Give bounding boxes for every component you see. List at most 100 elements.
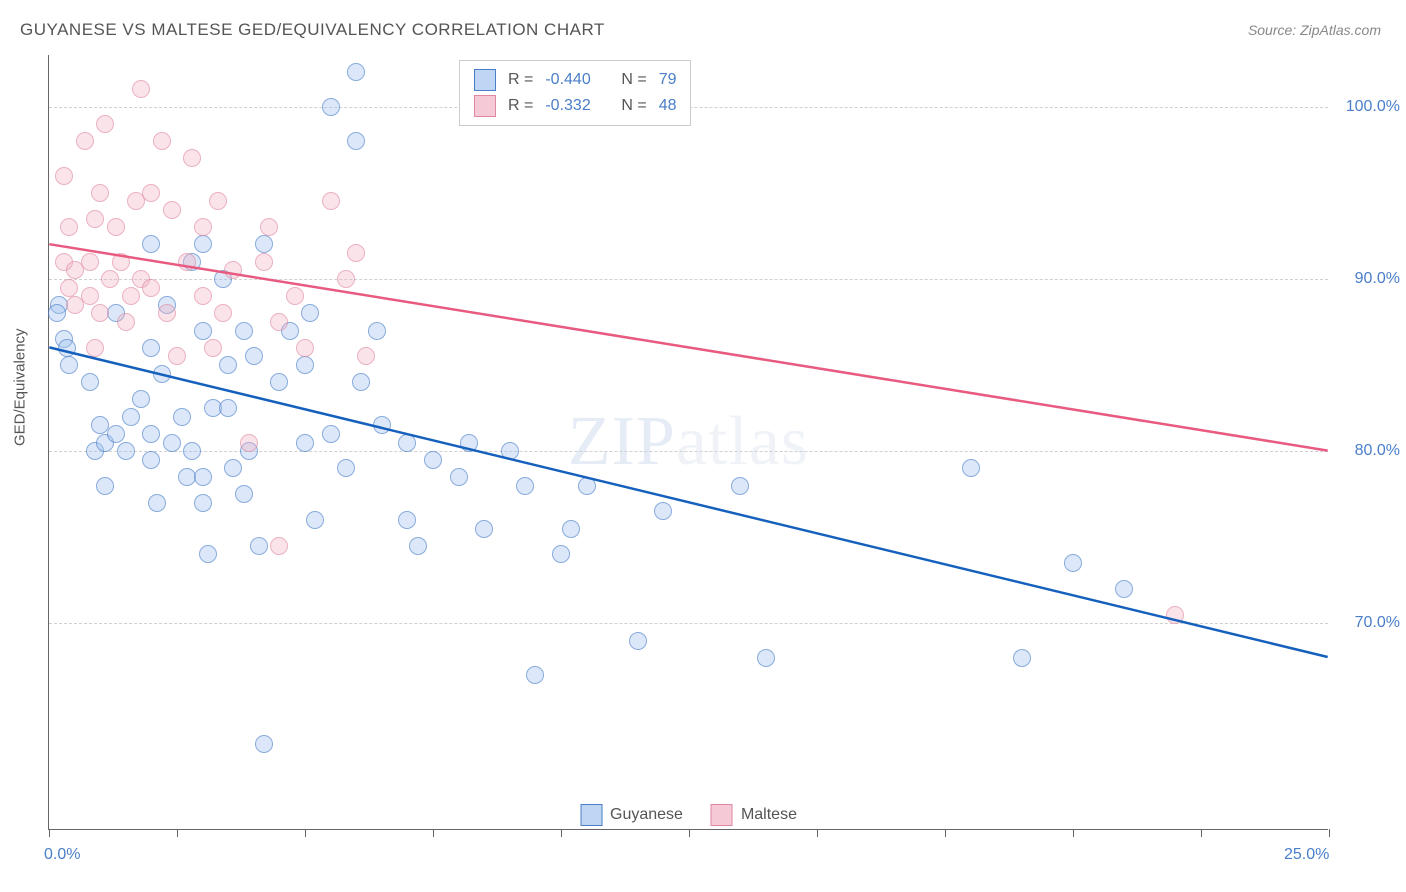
scatter-point-guyanese [352,373,370,391]
watermark-bold: ZIP [568,403,676,480]
scatter-point-guyanese [255,235,273,253]
scatter-point-maltese [86,210,104,228]
scatter-point-guyanese [153,365,171,383]
scatter-point-guyanese [142,235,160,253]
legend-n-label: N = [621,97,646,115]
scatter-point-guyanese [526,666,544,684]
scatter-point-guyanese [516,477,534,495]
scatter-point-guyanese [296,356,314,374]
scatter-point-guyanese [296,434,314,452]
scatter-point-maltese [117,313,135,331]
scatter-point-guyanese [245,347,263,365]
scatter-point-maltese [142,184,160,202]
legend-r-value-guyanese: -0.440 [545,71,605,89]
scatter-point-maltese [168,347,186,365]
x-tick-mark [817,829,818,837]
scatter-point-guyanese [58,339,76,357]
scatter-point-guyanese [398,511,416,529]
scatter-point-maltese [209,192,227,210]
scatter-point-guyanese [337,459,355,477]
scatter-point-guyanese [60,356,78,374]
legend-n-value-maltese: 48 [659,97,677,115]
scatter-point-maltese [270,537,288,555]
y-tick-label: 90.0% [1355,270,1400,288]
scatter-point-guyanese [163,434,181,452]
scatter-point-maltese [194,218,212,236]
source-attribution: Source: ZipAtlas.com [1248,22,1381,38]
legend-r-value-maltese: -0.332 [545,97,605,115]
scatter-point-maltese [337,270,355,288]
scatter-point-maltese [142,279,160,297]
scatter-point-guyanese [654,502,672,520]
x-tick-label: 0.0% [44,846,80,864]
watermark-light: atlas [676,403,809,480]
scatter-point-maltese [112,253,130,271]
scatter-point-guyanese [347,63,365,81]
scatter-point-guyanese [409,537,427,555]
scatter-point-guyanese [475,520,493,538]
x-tick-mark [561,829,562,837]
scatter-point-maltese [1166,606,1184,624]
scatter-point-guyanese [224,459,242,477]
gridline [49,623,1328,624]
x-tick-mark [689,829,690,837]
legend-swatch-maltese [711,804,733,826]
scatter-point-maltese [153,132,171,150]
scatter-point-guyanese [194,494,212,512]
x-tick-label: 25.0% [1284,846,1329,864]
scatter-point-guyanese [183,442,201,460]
legend-swatch-guyanese [474,69,496,91]
legend-swatch-guyanese [580,804,602,826]
scatter-point-maltese [286,287,304,305]
plot-area: ZIPatlas R = -0.440 N = 79 R = -0.332 N … [48,55,1328,830]
y-tick-label: 70.0% [1355,614,1400,632]
scatter-point-guyanese [501,442,519,460]
scatter-point-guyanese [194,468,212,486]
scatter-point-guyanese [322,425,340,443]
scatter-point-maltese [101,270,119,288]
x-tick-mark [1201,829,1202,837]
scatter-point-guyanese [255,735,273,753]
scatter-point-maltese [163,201,181,219]
legend-stats-row: R = -0.440 N = 79 [474,67,676,93]
scatter-point-guyanese [142,339,160,357]
legend-r-label: R = [508,71,533,89]
y-axis-label: GED/Equivalency [12,328,29,446]
scatter-point-guyanese [373,416,391,434]
scatter-point-maltese [132,80,150,98]
scatter-point-maltese [183,149,201,167]
legend-label-maltese: Maltese [741,806,797,824]
scatter-point-guyanese [96,477,114,495]
scatter-point-maltese [91,304,109,322]
scatter-point-maltese [270,313,288,331]
scatter-point-maltese [224,261,242,279]
y-tick-label: 80.0% [1355,442,1400,460]
scatter-point-maltese [60,279,78,297]
x-tick-mark [945,829,946,837]
x-tick-mark [433,829,434,837]
scatter-point-guyanese [562,520,580,538]
scatter-point-guyanese [962,459,980,477]
scatter-point-maltese [158,304,176,322]
scatter-point-maltese [240,434,258,452]
scatter-point-guyanese [173,408,191,426]
scatter-point-guyanese [194,235,212,253]
scatter-point-guyanese [322,98,340,116]
scatter-point-maltese [81,287,99,305]
scatter-point-guyanese [552,545,570,563]
x-tick-mark [305,829,306,837]
scatter-point-guyanese [629,632,647,650]
scatter-point-maltese [76,132,94,150]
legend-item-maltese: Maltese [711,804,797,826]
scatter-point-maltese [260,218,278,236]
scatter-point-guyanese [142,451,160,469]
scatter-point-maltese [357,347,375,365]
scatter-point-maltese [122,287,140,305]
legend-r-label: R = [508,97,533,115]
scatter-point-guyanese [142,425,160,443]
watermark: ZIPatlas [568,402,809,482]
scatter-point-guyanese [1013,649,1031,667]
scatter-point-maltese [107,218,125,236]
chart-container: GUYANESE VS MALTESE GED/EQUIVALENCY CORR… [0,0,1406,892]
scatter-point-guyanese [194,322,212,340]
